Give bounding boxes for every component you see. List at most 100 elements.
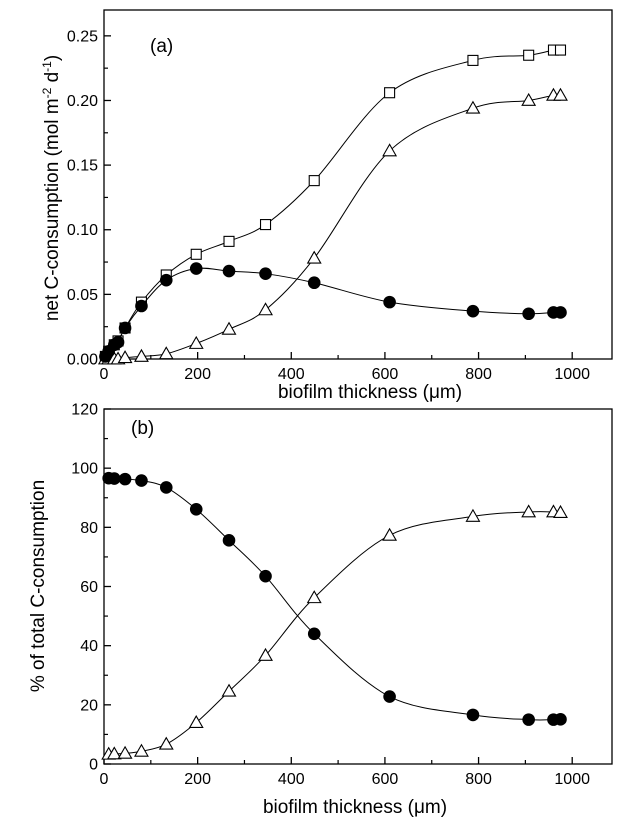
data-point-triangle-open bbox=[382, 527, 398, 541]
data-point-square-open bbox=[554, 44, 567, 56]
data-point-triangle-open bbox=[188, 335, 204, 349]
data-point-circle-filled bbox=[466, 304, 480, 318]
data-point-square-open bbox=[223, 235, 235, 247]
y-tick-label: 0.15 bbox=[67, 158, 98, 175]
data-point-triangle-open bbox=[221, 683, 237, 697]
y-tick-label: 0.25 bbox=[67, 28, 98, 45]
panel-a: (a) biofilm thickness (μm) net C-consump… bbox=[40, 9, 613, 403]
data-point-triangle-open bbox=[553, 87, 568, 101]
data-point-triangle-open bbox=[306, 250, 322, 264]
x-tick-label: 600 bbox=[372, 771, 399, 788]
x-tick-label: 200 bbox=[184, 771, 211, 788]
x-tick-label: 1000 bbox=[554, 771, 590, 788]
data-point-circle-filled bbox=[118, 472, 132, 486]
panel-b-label: (b) bbox=[131, 418, 154, 439]
y-tick-label: 100 bbox=[71, 461, 98, 478]
data-point-circle-filled bbox=[135, 299, 148, 313]
data-point-triangle-open bbox=[258, 302, 273, 316]
x-tick-label: 400 bbox=[278, 366, 305, 383]
y-tick-label: 0.20 bbox=[67, 93, 98, 110]
data-point-circle-filled bbox=[554, 713, 567, 726]
data-point-circle-filled bbox=[189, 262, 203, 275]
x-tick-label: 800 bbox=[465, 771, 492, 788]
ylabel-end: ) bbox=[42, 55, 63, 61]
data-point-triangle-open bbox=[117, 350, 133, 364]
data-point-circle-filled bbox=[159, 273, 173, 287]
data-point-triangle-open bbox=[158, 346, 174, 360]
series-line-circle-filled bbox=[108, 477, 561, 721]
data-point-triangle-open bbox=[221, 321, 237, 335]
panel-a-y-axis-title: net C-consumption (mol m-2 d-1) bbox=[40, 55, 63, 321]
data-point-circle-filled bbox=[222, 534, 236, 547]
data-point-circle-filled bbox=[522, 307, 535, 321]
data-point-triangle-open bbox=[465, 100, 481, 114]
data-point-triangle-open bbox=[158, 736, 174, 750]
panel-b: (b) biofilm thickness (μm) % of total C-… bbox=[28, 402, 613, 818]
data-point-circle-filled bbox=[259, 569, 272, 583]
panel-b-y-axis-title: % of total C-consumption bbox=[28, 480, 49, 692]
x-tick-label: 1000 bbox=[554, 366, 590, 383]
panel-a-plot-frame bbox=[103, 9, 613, 360]
x-tick-label: 600 bbox=[372, 366, 399, 383]
data-point-square-open bbox=[308, 175, 320, 187]
y-tick-label: 0.05 bbox=[67, 287, 98, 304]
y-tick-label: 40 bbox=[80, 638, 98, 655]
data-point-triangle-open bbox=[134, 348, 149, 362]
data-point-triangle-open bbox=[258, 647, 273, 661]
x-tick-label: 800 bbox=[465, 366, 492, 383]
data-point-square-open bbox=[384, 87, 396, 99]
series-line-square-open bbox=[104, 49, 561, 357]
data-point-triangle-open bbox=[306, 590, 322, 604]
panel-b-plot-frame bbox=[103, 408, 613, 765]
data-point-square-open bbox=[259, 219, 272, 231]
data-point-circle-filled bbox=[108, 472, 121, 485]
data-point-square-open bbox=[190, 248, 202, 260]
data-point-circle-filled bbox=[118, 321, 132, 335]
data-point-circle-filled bbox=[259, 267, 272, 280]
data-point-circle-filled bbox=[189, 502, 203, 516]
data-point-triangle-open bbox=[521, 92, 537, 106]
data-point-circle-filled bbox=[466, 708, 480, 722]
data-point-square-open bbox=[523, 49, 535, 61]
x-tick-label: 200 bbox=[184, 366, 211, 383]
ylabel-main: net C-consumption (mol m bbox=[42, 98, 63, 321]
data-point-triangle-open bbox=[465, 508, 481, 522]
data-point-circle-filled bbox=[522, 713, 535, 726]
data-point-square-open bbox=[467, 54, 479, 66]
ylabel-exp1: -2 bbox=[40, 87, 54, 98]
data-point-circle-filled bbox=[554, 306, 567, 319]
ylabel-exp2: -1 bbox=[40, 61, 54, 72]
y-tick-label: 20 bbox=[80, 697, 98, 714]
panel-a-label: (a) bbox=[150, 36, 173, 57]
data-point-circle-filled bbox=[307, 627, 321, 641]
y-tick-label: 80 bbox=[80, 520, 98, 537]
data-point-triangle-open bbox=[553, 504, 568, 518]
data-point-triangle-open bbox=[117, 745, 133, 759]
x-tick-label: 400 bbox=[278, 771, 305, 788]
panel-a-x-axis-title: biofilm thickness (μm) bbox=[278, 382, 462, 403]
panel-b-x-axis-title: biofilm thickness (μm) bbox=[263, 797, 447, 818]
y-tick-label: 0.10 bbox=[67, 222, 98, 239]
y-tick-label: 60 bbox=[80, 579, 98, 596]
data-point-triangle-open bbox=[106, 746, 122, 760]
data-point-circle-filled bbox=[383, 295, 396, 309]
data-point-circle-filled bbox=[111, 335, 125, 349]
data-point-circle-filled bbox=[222, 264, 236, 278]
x-tick-label: 0 bbox=[100, 771, 109, 788]
y-tick-label: 0 bbox=[89, 757, 98, 774]
data-point-circle-filled bbox=[159, 481, 173, 494]
data-point-triangle-open bbox=[188, 714, 204, 729]
data-point-triangle-open bbox=[134, 743, 149, 757]
data-point-triangle-open bbox=[382, 143, 398, 157]
series-line-triangle-open bbox=[105, 94, 561, 360]
series-line-circle-filled bbox=[104, 267, 561, 357]
ylabel-mid: d bbox=[42, 72, 63, 88]
data-point-circle-filled bbox=[383, 690, 396, 703]
data-point-circle-filled bbox=[307, 276, 321, 290]
y-tick-label: 120 bbox=[71, 402, 98, 419]
data-point-triangle-open bbox=[521, 504, 537, 518]
y-tick-label: 0.00 bbox=[67, 352, 98, 369]
x-tick-label: 0 bbox=[100, 366, 109, 383]
data-point-circle-filled bbox=[135, 474, 148, 487]
